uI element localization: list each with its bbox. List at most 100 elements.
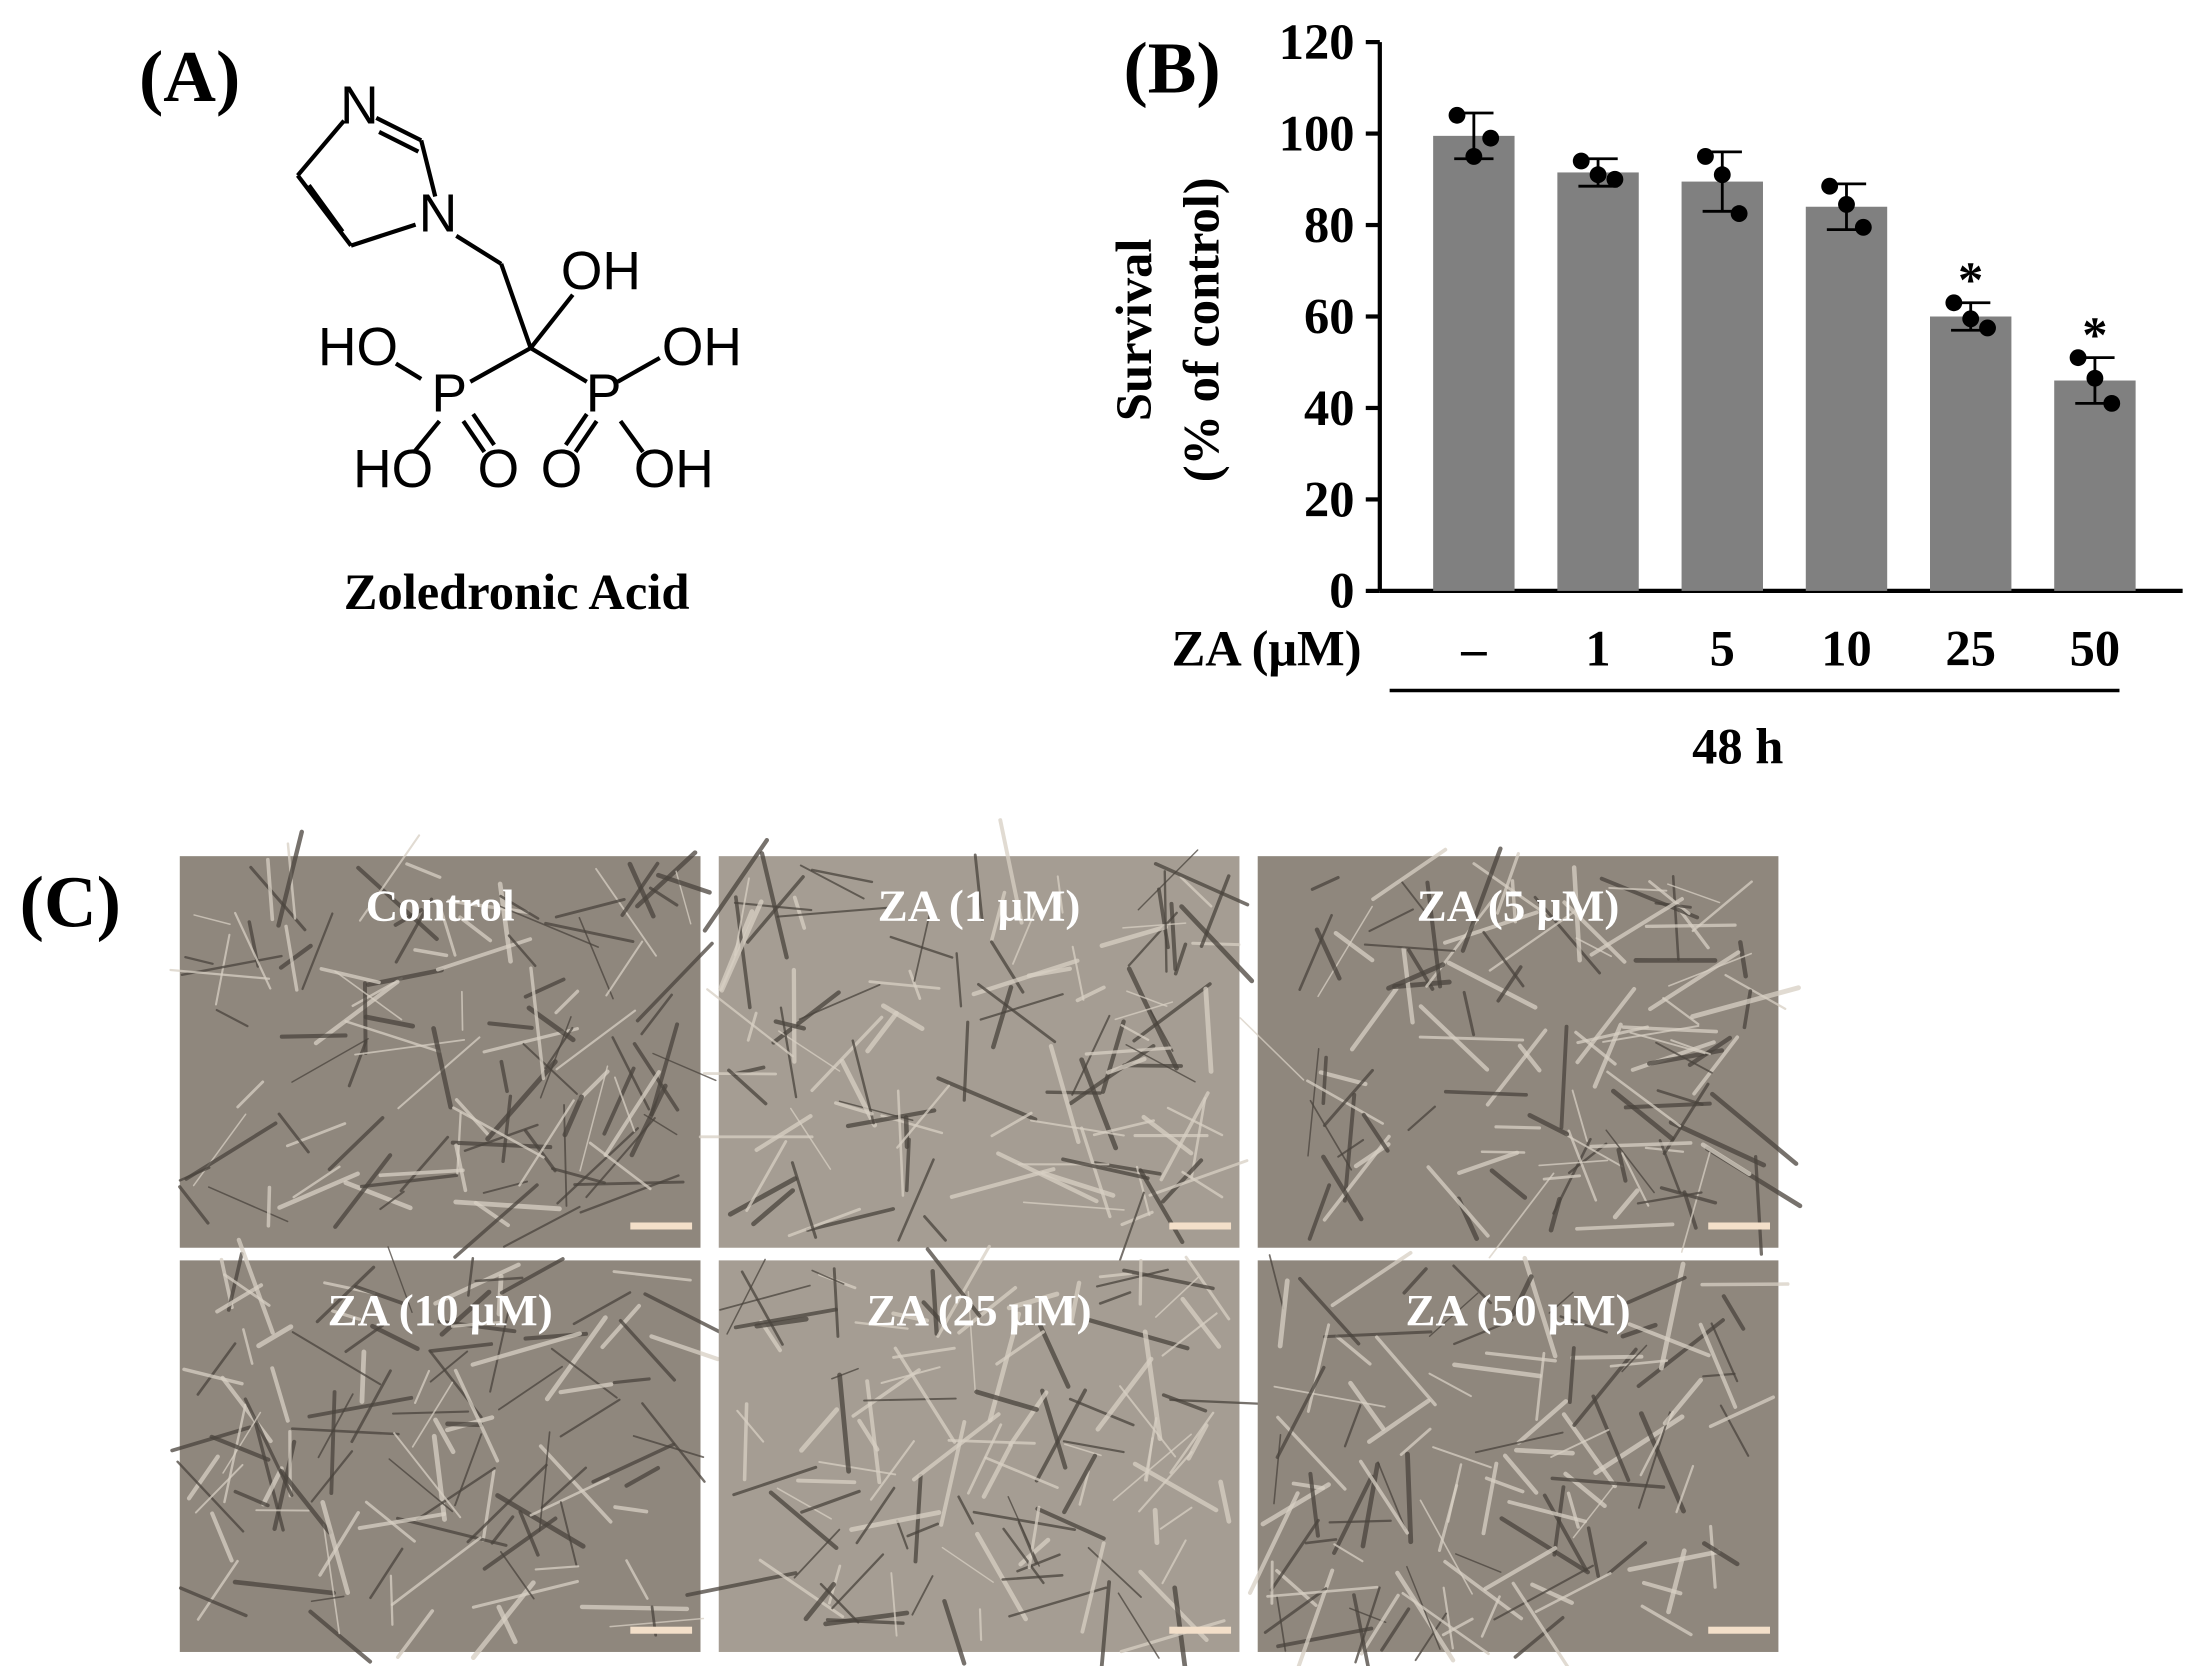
cell — [433, 1417, 456, 1455]
cell — [538, 1444, 613, 1524]
cell — [1419, 1499, 1473, 1595]
cell — [1122, 1063, 1183, 1068]
cell — [1022, 1201, 1125, 1211]
cell — [987, 1311, 1022, 1423]
x-tick-label: – — [1460, 620, 1487, 676]
cell — [1306, 1323, 1331, 1413]
cell — [740, 1270, 784, 1346]
cell — [362, 981, 368, 1055]
cell — [550, 1347, 618, 1399]
cell — [759, 851, 789, 960]
cell — [973, 853, 984, 922]
cell — [1119, 1385, 1177, 1458]
cell — [1510, 1274, 1534, 1317]
cell — [1173, 942, 1188, 976]
cell — [518, 1099, 575, 1187]
cell — [1348, 1380, 1386, 1431]
cell — [1087, 1546, 1142, 1598]
cell — [1291, 1481, 1325, 1491]
cell — [554, 989, 580, 1015]
cell — [438, 904, 457, 957]
cell — [1276, 1415, 1347, 1491]
cell — [649, 1022, 680, 1117]
cell — [358, 834, 421, 922]
cell — [393, 1432, 462, 1519]
cell — [831, 1367, 859, 1380]
cell — [851, 1368, 921, 1418]
cell — [458, 915, 493, 943]
cell — [243, 1397, 294, 1497]
cell — [1481, 1461, 1499, 1536]
cell — [1611, 1088, 1675, 1142]
cell — [1662, 1377, 1703, 1426]
cell — [1380, 1607, 1411, 1652]
cell — [1122, 1268, 1215, 1291]
scale-bar — [1708, 1222, 1770, 1230]
cell — [333, 1153, 393, 1229]
cell — [1472, 862, 1547, 915]
cell — [554, 897, 626, 919]
cell — [1418, 1004, 1490, 1072]
cell — [1576, 1025, 1649, 1045]
cell — [1655, 1041, 1713, 1074]
cell — [719, 1284, 811, 1311]
cell — [1626, 1275, 1687, 1305]
cell — [1048, 1043, 1081, 1145]
cell — [481, 1468, 496, 1542]
data-point — [1713, 166, 1731, 184]
cell — [897, 1158, 935, 1242]
cell — [1263, 1587, 1328, 1634]
cell — [1190, 1097, 1207, 1179]
cell — [936, 1244, 991, 1338]
cell — [278, 943, 313, 970]
cell — [1702, 1541, 1740, 1567]
atom-label: P — [431, 364, 467, 423]
cell — [1493, 1564, 1594, 1621]
cell — [1075, 985, 1106, 1003]
bar — [1805, 206, 1888, 591]
cell — [1163, 870, 1168, 973]
cell — [890, 1572, 898, 1637]
cell — [1098, 1272, 1133, 1279]
cell — [1367, 1398, 1431, 1444]
cell — [450, 1140, 553, 1150]
cell — [1662, 997, 1700, 1026]
atom-label: O — [541, 440, 582, 499]
atom-label: N — [340, 77, 379, 136]
cell — [1120, 1024, 1150, 1041]
cell — [1572, 1347, 1638, 1427]
cell — [1343, 1404, 1362, 1448]
cell — [1609, 1359, 1669, 1368]
cell — [614, 1076, 636, 1133]
cell — [736, 1409, 765, 1443]
cell — [792, 895, 807, 930]
cell — [370, 1323, 420, 1351]
cell — [796, 1478, 857, 1485]
cell — [461, 990, 464, 1031]
cell — [1507, 1500, 1587, 1524]
cell — [209, 1434, 271, 1462]
cell — [603, 1070, 661, 1157]
y-axis-label: Survival — [1106, 239, 1162, 421]
cell — [1002, 1527, 1045, 1585]
cell — [1122, 922, 1187, 929]
cell — [389, 1574, 394, 1626]
cell — [529, 966, 546, 1081]
cell — [726, 1258, 766, 1335]
cell — [534, 1565, 580, 1571]
cell — [1034, 1388, 1087, 1483]
cell — [558, 1382, 614, 1395]
cell — [618, 1319, 677, 1382]
cell — [356, 865, 439, 941]
cell — [1268, 1254, 1285, 1310]
cell — [555, 1009, 637, 1071]
scale-bar — [1169, 1222, 1232, 1230]
panel-label: (A) — [139, 36, 240, 117]
cell — [215, 1008, 249, 1028]
micrograph: ZA (5 μM) — [1239, 846, 1803, 1259]
cell — [1630, 1040, 1716, 1072]
cell — [768, 1490, 839, 1550]
cell — [1239, 1017, 1305, 1081]
cell — [702, 837, 770, 933]
cell — [1323, 1330, 1433, 1339]
